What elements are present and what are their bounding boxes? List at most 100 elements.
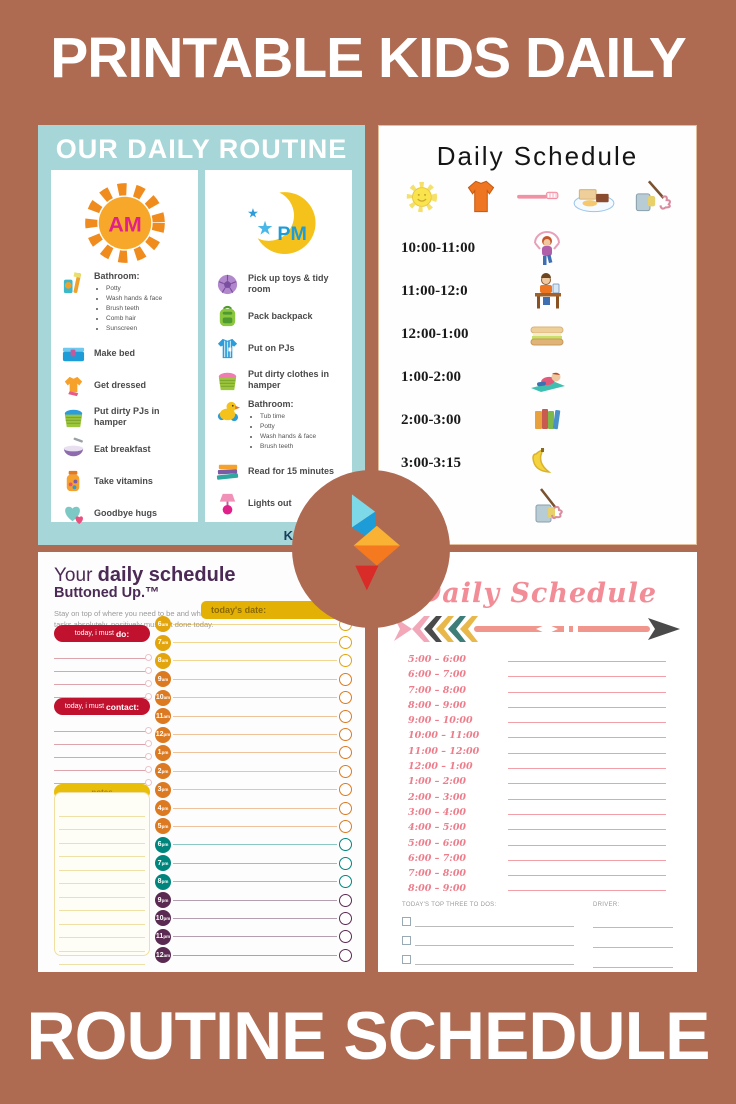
hour-row: 10 pm [155, 909, 352, 927]
top-three-todos-section: TODAY'S TOP THREE TO DOS: [402, 902, 574, 968]
hour-row: 9 am [155, 670, 352, 688]
hour-line [173, 789, 337, 791]
hour-badge: 3 pm [155, 781, 171, 798]
pink-schedule-title: Daily Schedule [417, 578, 658, 609]
star-icon: ★ [247, 205, 259, 220]
hour-badge: 11 am [155, 708, 171, 725]
hour-badge: 2 pm [155, 763, 171, 780]
routine-item: Get dressed [56, 369, 193, 401]
hour-badge: 7 pm [155, 855, 171, 872]
pm-column: ★ ★ PM Pick up toys & tidy room Pack back… [205, 170, 352, 522]
write-line [54, 745, 152, 760]
hour-row: 11 am [155, 707, 352, 725]
backpack-icon [215, 304, 240, 329]
pink-write-line [508, 758, 666, 770]
hour-row: 7 am [155, 633, 352, 651]
hour-ring [339, 930, 352, 944]
hour-ring [339, 728, 352, 742]
routine-item: Goodbye hugs [56, 497, 193, 529]
pjs-icon [215, 336, 240, 361]
pink-time-label: 8:00 – 9:00 [408, 699, 467, 711]
hour-badge: 8 pm [155, 873, 171, 890]
checkoff-circle [145, 654, 152, 661]
routine-item-label: Make bed [94, 347, 136, 358]
hour-ring [339, 893, 352, 907]
routine-item: Pack backpack [210, 300, 347, 332]
routine-item-label: Take vitamins [94, 475, 153, 486]
write-line [54, 758, 152, 773]
hour-ring [339, 709, 352, 723]
routine-item: Put dirty PJs in hamper [56, 401, 193, 433]
routine-item: Read for 15 minutes [210, 455, 347, 487]
write-line [54, 646, 152, 661]
desk-icon [527, 272, 567, 312]
time-label: 3:00-3:15 [401, 455, 461, 471]
hour-ring [339, 838, 352, 852]
routine-item-bullets: Tub timePottyWash hands & faceBrush teet… [260, 412, 316, 452]
checkoff-circle [145, 680, 152, 687]
hour-row: 6 am [155, 615, 352, 633]
pink-time-label: 1:00 – 2:00 [408, 776, 467, 788]
routine-item-bullets: PottyWash hands & faceBrush teethComb ha… [106, 284, 162, 334]
must-do-header: today, i must do: [54, 625, 150, 642]
hour-line [173, 660, 337, 662]
hour-line [173, 936, 337, 938]
breakfast-icon [571, 179, 617, 215]
hamper-pink-icon [215, 368, 240, 393]
toothbrush-icon [61, 271, 86, 296]
books-stack-icon [527, 401, 567, 441]
routine-item: Put dirty clothes in hamper [210, 364, 347, 396]
time-label: 2:00-3:00 [401, 412, 461, 428]
todo-checkbox [402, 936, 411, 945]
pink-time-label: 5:00 – 6:00 [408, 654, 467, 665]
hour-badge: 1 pm [155, 744, 171, 761]
routine-bullet: Tub time [260, 412, 316, 422]
hour-line [173, 642, 337, 644]
hamper-blue-icon [61, 405, 86, 430]
todos-label: TODAY'S TOP THREE TO DOS: [402, 902, 497, 908]
hour-row: 12 am [155, 946, 352, 964]
hour-badge: 12 am [155, 947, 171, 964]
mop-icon [527, 487, 567, 527]
hour-badge: 12 pm [155, 726, 171, 743]
hour-badge: 9 pm [155, 892, 171, 909]
am-column: AM Bathroom: PottyWash hands & faceBrush … [51, 170, 198, 524]
routine-item: Eat breakfast [56, 433, 193, 465]
pink-time-label: 9:00 – 10:00 [408, 715, 473, 727]
ball-icon [215, 272, 240, 297]
pink-write-line [508, 773, 666, 785]
hour-row: 6 pm [155, 836, 352, 854]
hour-ring [339, 875, 352, 889]
pink-time-row: 1:00 – 2:00 [378, 773, 697, 788]
buttonedup-title: Your daily schedule [54, 564, 236, 586]
vitamins-icon [61, 469, 86, 494]
routine-item-label: Pack backpack [248, 310, 313, 321]
hour-row: 8 am [155, 652, 352, 670]
hour-row: 9 pm [155, 891, 352, 909]
hour-row: 11 pm [155, 928, 352, 946]
hour-row: 8 pm [155, 872, 352, 890]
hour-ring [339, 636, 352, 650]
time-label: 11:00-12:0 [401, 283, 468, 299]
pink-write-line [508, 666, 666, 678]
pink-time-label: 7:00 – 8:00 [408, 868, 467, 880]
driver-write-line [593, 928, 673, 948]
note-line [59, 803, 145, 817]
pink-write-line [508, 697, 666, 708]
hour-line [173, 752, 337, 754]
routine-bullet: Potty [106, 284, 162, 294]
routine-item-label: Bathroom: [248, 399, 294, 409]
buttonedup-printable-panel: Your daily schedule Buttoned Up.™ Stay o… [38, 552, 365, 972]
hour-row: 3 pm [155, 781, 352, 799]
note-line [59, 830, 145, 844]
todo-write-line [415, 950, 574, 965]
driver-write-line [593, 948, 673, 968]
schedule-row: 12:00-1:00 [379, 313, 696, 356]
hour-row: 2 pm [155, 762, 352, 780]
todo-row [402, 927, 574, 946]
note-line [59, 952, 145, 965]
note-line [59, 911, 145, 925]
pink-time-row: 5:00 – 6:00 [378, 835, 697, 850]
sun-icon [401, 179, 447, 215]
hearts-icon [61, 501, 86, 526]
